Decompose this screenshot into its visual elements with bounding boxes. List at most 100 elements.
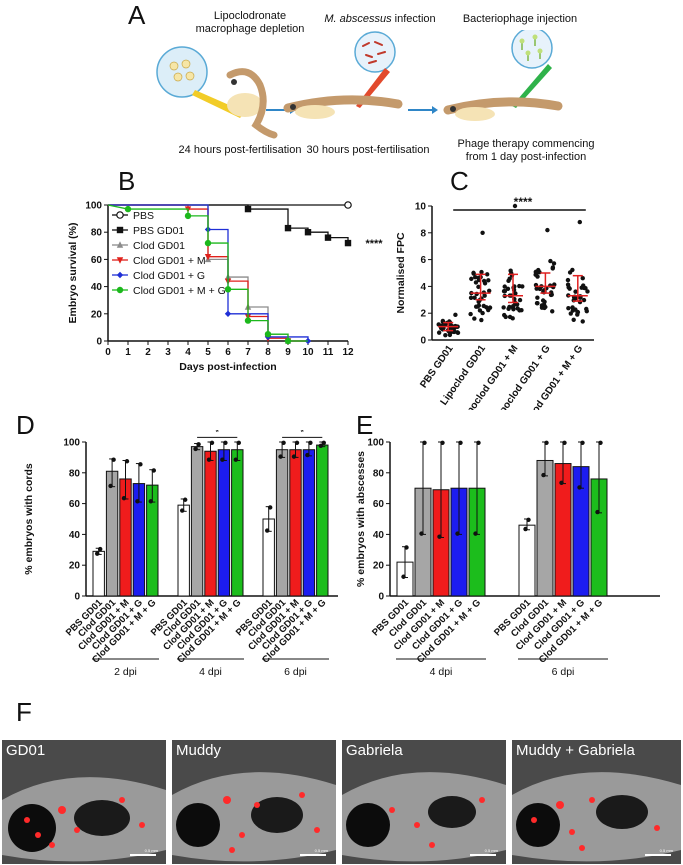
data-point — [236, 440, 241, 445]
data-point — [507, 304, 512, 310]
panel-letter-b: B — [118, 166, 136, 196]
scale-label: 0.5 mm — [484, 848, 498, 853]
significance-annotation: **** — [365, 238, 383, 250]
embryo-body-1 — [226, 68, 278, 139]
data-point — [580, 440, 585, 445]
y-tick-label: 60 — [373, 499, 385, 510]
data-point — [455, 330, 461, 335]
data-point — [233, 457, 238, 462]
data-point — [458, 440, 463, 445]
x-tick-label: 6 — [225, 347, 231, 358]
data-point — [562, 440, 567, 445]
bar — [518, 524, 536, 597]
y-tick-label: 20 — [91, 309, 103, 320]
y-tick-label: 80 — [373, 468, 385, 479]
group-label: 2 dpi — [114, 666, 137, 678]
data-point — [124, 205, 132, 213]
data-point — [138, 462, 143, 467]
data-point — [545, 227, 550, 233]
data-point — [580, 276, 585, 281]
group-label: 6 dpi — [284, 666, 307, 678]
legend-label: Clod GD01 + M — [133, 255, 206, 267]
embryo-yolk-1 — [227, 93, 263, 117]
data-point — [482, 281, 488, 286]
scale-bar — [130, 854, 156, 856]
data-point — [473, 531, 478, 536]
category-3 — [533, 227, 557, 314]
needle-3 — [512, 64, 552, 108]
data-point — [484, 272, 490, 277]
x-tick-label: 4 — [185, 347, 191, 358]
y-tick-label: 20 — [373, 561, 385, 572]
data-point — [472, 316, 477, 321]
fish-image-gabriela-art — [342, 740, 506, 864]
data-point — [577, 485, 582, 490]
data-point — [575, 310, 580, 315]
data-point — [598, 440, 603, 445]
legend-label: PBS GD01 — [133, 225, 185, 237]
group-2 — [262, 436, 329, 660]
data-point — [196, 442, 201, 447]
legend-marker — [116, 241, 124, 248]
data-point — [472, 274, 478, 280]
group-label: 4 dpi — [199, 666, 222, 678]
data-point — [473, 280, 479, 285]
data-point — [422, 440, 427, 445]
data-point — [193, 446, 198, 452]
data-point — [517, 297, 523, 303]
bar — [536, 459, 554, 597]
data-point — [566, 285, 571, 290]
data-point — [206, 457, 212, 462]
data-point — [486, 278, 491, 283]
data-point — [447, 332, 453, 338]
x-tick-label: 7 — [245, 347, 251, 358]
y-tick-label: 0 — [74, 592, 80, 603]
x-tick-label: 11 — [323, 347, 334, 358]
step3-title: Bacteriophage injection — [462, 13, 578, 25]
x-tick-label: 1 — [125, 347, 131, 358]
category-0 — [436, 312, 461, 338]
y-tick-label: 100 — [85, 201, 102, 212]
y-tick-label: 40 — [91, 282, 103, 293]
bar — [289, 449, 302, 597]
data-point — [291, 454, 297, 459]
data-point — [180, 508, 185, 513]
y-tick-label: 100 — [367, 438, 384, 449]
data-point — [502, 289, 508, 294]
data-point — [437, 534, 442, 539]
panel-letter-c: C — [450, 166, 469, 196]
data-point — [183, 497, 188, 502]
legend-marker — [116, 286, 124, 294]
data-point — [534, 270, 540, 275]
y-tick-label: 80 — [69, 468, 81, 479]
data-point — [344, 239, 352, 247]
x-tick-label: 10 — [302, 347, 314, 358]
series-5 — [107, 204, 308, 345]
schematic-illustration — [156, 30, 563, 139]
data-point — [436, 330, 442, 335]
data-point — [108, 483, 113, 489]
image-label: GD01 — [6, 742, 46, 759]
panel-letter-f: F — [16, 697, 32, 727]
panel-letter-e: E — [356, 410, 374, 440]
fish-image-muddy-art — [172, 740, 336, 864]
data-point — [534, 286, 539, 291]
bar — [275, 449, 289, 597]
y-tick-label: 10 — [415, 202, 427, 213]
data-point — [501, 305, 506, 310]
data-point — [344, 201, 352, 209]
image-label: Muddy — [176, 742, 222, 759]
data-point — [581, 285, 587, 291]
bar — [190, 446, 204, 597]
image-label: Muddy + Gabriela — [516, 742, 635, 759]
y-axis-label: % embryos with abscesses — [355, 451, 367, 587]
data-point — [472, 295, 477, 300]
series-1 — [108, 204, 352, 247]
data-point — [535, 300, 540, 306]
panel-letter-a: A — [128, 0, 146, 30]
data-point — [535, 295, 540, 300]
data-point — [537, 286, 543, 292]
scale-label: 0.5 mm — [314, 848, 328, 853]
